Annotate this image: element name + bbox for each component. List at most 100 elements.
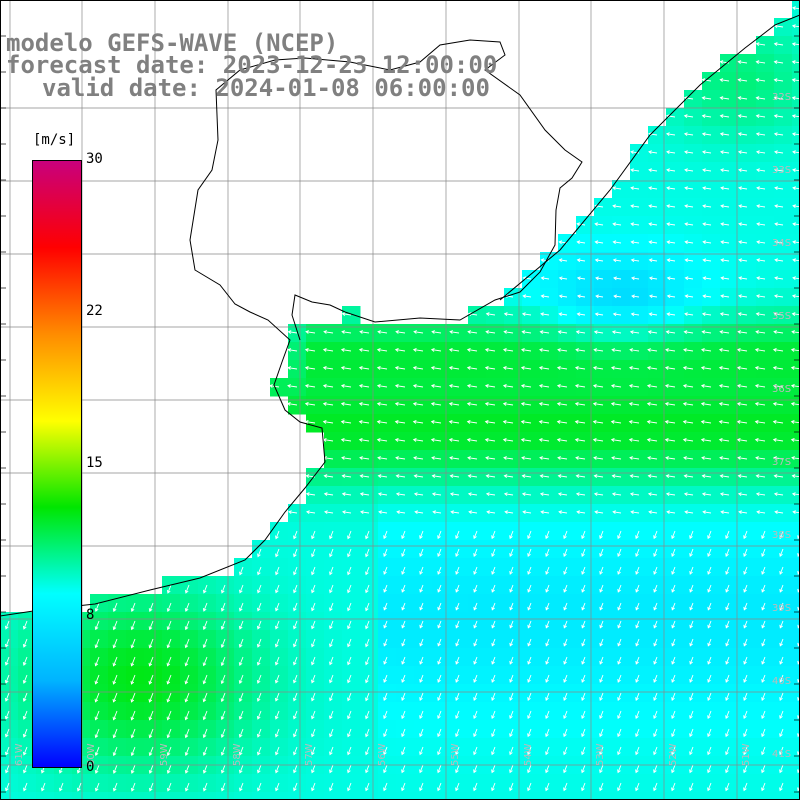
wind-arrow — [629, 492, 640, 497]
wind-arrow — [576, 276, 586, 281]
wind-arrow — [412, 420, 424, 424]
wind-arrow — [184, 674, 190, 685]
wind-cell — [666, 324, 685, 343]
wind-arrow — [779, 674, 784, 683]
wind-arrow — [743, 746, 748, 756]
wind-arrow — [725, 566, 730, 575]
wind-arrow — [257, 764, 262, 774]
wind-arrow — [256, 728, 262, 738]
coast-line — [499, 14, 800, 301]
wind-arrow — [448, 402, 460, 406]
wind-arrow — [359, 492, 370, 497]
wind-arrow — [522, 294, 532, 299]
wind-cell — [756, 306, 775, 325]
wind-arrow — [689, 728, 694, 738]
wind-arrow — [720, 204, 730, 209]
wind-arrow — [539, 492, 550, 497]
wind-arrow — [340, 438, 352, 442]
wind-arrow — [473, 566, 478, 575]
wind-arrow — [540, 294, 550, 299]
wind-arrow — [467, 330, 478, 334]
wind-arrow — [617, 746, 622, 756]
wind-arrow — [599, 584, 604, 593]
wind-cell — [612, 180, 631, 199]
wind-arrow — [737, 330, 748, 334]
wind-arrow — [720, 240, 730, 245]
wind-cell — [504, 450, 523, 469]
wind-cell — [792, 162, 800, 181]
wind-arrow — [701, 474, 712, 478]
wind-arrow — [419, 602, 424, 611]
wind-arrow — [773, 132, 784, 137]
wind-arrow — [773, 96, 784, 100]
wind-arrow — [412, 366, 424, 370]
wind-arrow — [413, 492, 424, 497]
wind-arrow — [635, 620, 640, 629]
wind-cell — [756, 216, 775, 235]
wind-cell — [630, 396, 649, 415]
wind-cell — [594, 360, 613, 379]
wind-arrow — [545, 782, 550, 792]
wind-arrow — [629, 474, 640, 478]
lat-label: 38S — [772, 530, 791, 541]
wind-arrow — [491, 566, 496, 575]
wind-arrow — [347, 710, 352, 720]
wind-arrow — [653, 638, 658, 647]
wind-cell — [486, 342, 505, 361]
wind-arrow — [738, 186, 748, 191]
wind-cell — [360, 414, 379, 433]
wind-cell — [522, 270, 541, 289]
wind-cell — [756, 180, 775, 199]
wind-arrow — [286, 402, 298, 406]
wind-arrow — [112, 602, 118, 612]
wind-cell — [702, 234, 721, 253]
wind-arrow — [755, 132, 766, 137]
wind-arrow — [340, 366, 352, 370]
wind-arrow — [347, 782, 352, 792]
wind-cell — [36, 792, 55, 800]
wind-cell — [666, 144, 685, 163]
wind-arrow — [5, 782, 10, 792]
wind-arrow — [671, 710, 676, 720]
wind-arrow — [509, 674, 514, 683]
wind-arrow — [448, 438, 460, 442]
wind-arrow — [292, 692, 298, 702]
wind-cell — [594, 342, 613, 361]
wind-arrow — [611, 330, 622, 335]
wind-cell — [558, 270, 577, 289]
wind-cell — [414, 414, 433, 433]
wind-cell — [738, 414, 757, 433]
wind-cell — [594, 234, 613, 253]
wind-arrow — [557, 492, 568, 497]
wind-cell — [342, 342, 361, 361]
wind-cell — [756, 324, 775, 343]
wind-arrow — [166, 692, 172, 703]
wind-cell — [558, 414, 577, 433]
wind-arrow — [94, 728, 100, 739]
wind-cell — [702, 126, 721, 145]
wind-arrow — [383, 674, 388, 683]
wind-cell — [360, 324, 379, 343]
wind-arrow — [401, 728, 406, 738]
wind-arrow — [725, 530, 730, 540]
wind-arrow — [256, 692, 262, 702]
wind-arrow — [725, 782, 730, 792]
wind-arrow — [202, 782, 208, 792]
wind-arrow — [509, 728, 514, 738]
wind-arrow — [556, 402, 568, 406]
wind-arrow — [202, 728, 208, 739]
wind-arrow — [365, 782, 370, 792]
wind-cell — [774, 90, 793, 109]
wind-arrow — [359, 474, 370, 478]
wind-cell — [792, 630, 800, 649]
wind-cell — [738, 396, 757, 415]
wind-arrow — [130, 656, 136, 667]
wind-cell — [648, 162, 667, 181]
wind-arrow — [202, 710, 208, 721]
wind-arrow — [377, 456, 388, 460]
wind-cell — [648, 306, 667, 325]
wind-arrow — [358, 438, 370, 442]
wind-cell — [378, 378, 397, 397]
wind-arrow — [358, 348, 370, 352]
wind-cell — [216, 792, 235, 800]
